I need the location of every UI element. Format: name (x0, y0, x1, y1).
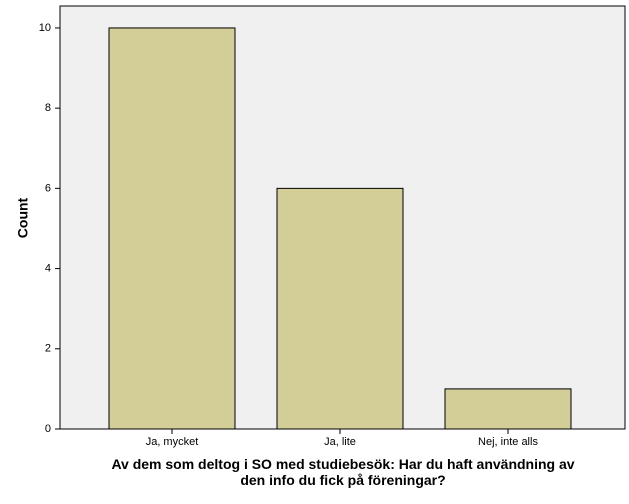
x-tick-label: Ja, mycket (146, 436, 199, 448)
bar (276, 187, 404, 430)
x-tick-label: Nej, inte alls (478, 436, 538, 448)
y-tick-label: 0 (45, 423, 51, 435)
bar (108, 27, 236, 430)
y-tick-label: 6 (45, 182, 51, 194)
y-axis-title: Count (15, 197, 31, 238)
y-tick-label: 10 (39, 22, 51, 34)
y-tick-label: 4 (45, 262, 51, 274)
x-axis-title: Av dem som deltog i SO med studiebesök: … (111, 456, 575, 488)
y-tick-label: 8 (45, 102, 51, 114)
x-tick-label: Ja, lite (324, 436, 356, 448)
y-tick-label: 2 (45, 343, 51, 355)
bar (444, 388, 572, 430)
